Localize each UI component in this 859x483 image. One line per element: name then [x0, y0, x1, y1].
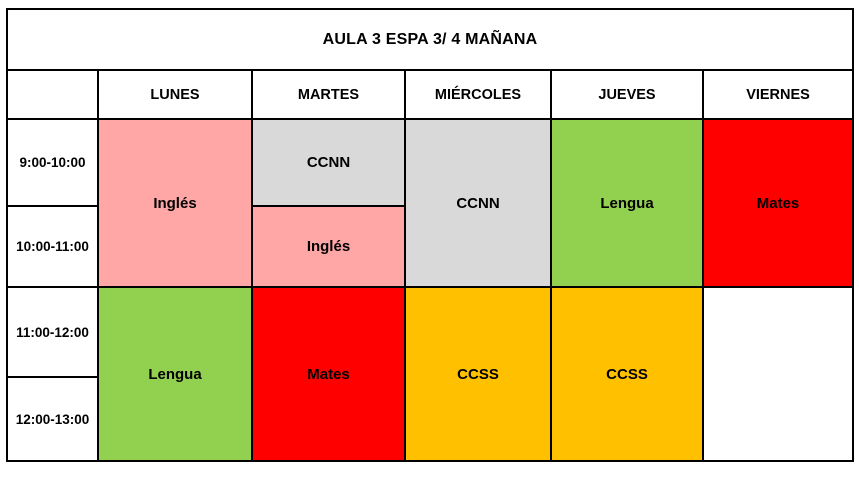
time-slot-12-13: 12:00-13:00 [6, 376, 99, 462]
day-header-lunes: LUNES [97, 69, 253, 120]
row-12-13: 12:00-13:00 [6, 376, 853, 462]
cell-jueves-ccss: CCSS [550, 286, 704, 462]
day-header-row: LUNES MARTES MIÉRCOLES JUEVES VIERNES [6, 69, 855, 120]
day-header-miercoles: MIÉRCOLES [404, 69, 552, 120]
cell-lunes-lengua: Lengua [97, 286, 253, 462]
cell-miercoles-ccnn: CCNN [404, 118, 552, 288]
row-11-12: 11:00-12:00 Lengua Mates CCSS CCSS [6, 286, 855, 462]
cell-jueves-lengua: Lengua [550, 118, 704, 288]
time-slot-11-12: 11:00-12:00 [6, 286, 99, 378]
day-header-martes: MARTES [251, 69, 406, 120]
cell-miercoles-ccss: CCSS [404, 286, 552, 462]
day-header-jueves: JUEVES [550, 69, 704, 120]
title-row: AULA 3 ESPA 3/ 4 MAÑANA [5, 8, 855, 71]
row-9-10: 9:00-10:00 Inglés CCNN CCNN Lengua Mates [6, 118, 855, 288]
cell-martes-mates: Mates [251, 286, 406, 462]
time-slot-10-11: 10:00-11:00 [6, 205, 99, 288]
time-slot-9-10: 9:00-10:00 [6, 118, 99, 207]
corner-cell [6, 69, 99, 120]
timetable: AULA 3 ESPA 3/ 4 MAÑANA LUNES MARTES MIÉ… [5, 8, 855, 462]
day-header-viernes: VIERNES [701, 69, 855, 120]
schedule-title: AULA 3 ESPA 3/ 4 MAÑANA [5, 8, 855, 71]
cell-martes-ccnn: CCNN [251, 118, 406, 207]
cell-viernes-empty [701, 286, 855, 462]
cell-martes-ingles: Inglés [251, 205, 406, 288]
cell-lunes-ingles: Inglés [97, 118, 253, 288]
row-10-11: 10:00-11:00 Inglés [6, 205, 853, 288]
cell-viernes-mates: Mates [701, 118, 855, 288]
